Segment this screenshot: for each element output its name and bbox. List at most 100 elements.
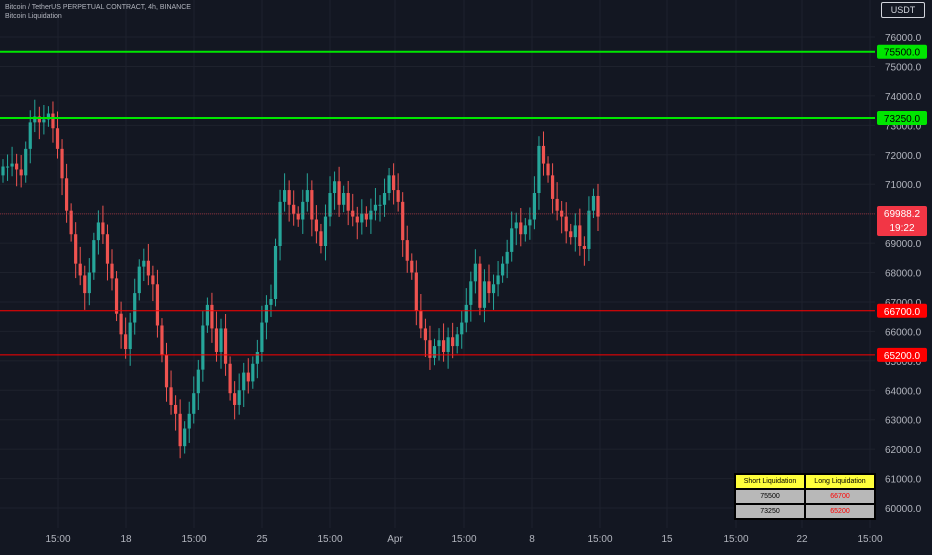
grid <box>0 0 875 528</box>
time-tick-label: 8 <box>529 534 535 545</box>
time-tick-label: 15:00 <box>451 534 476 545</box>
current-price-tag <box>877 205 927 236</box>
candle-body <box>342 193 346 205</box>
time-tick-label: 15:00 <box>857 534 882 545</box>
candle-body <box>101 222 105 235</box>
candle-body <box>591 195 596 211</box>
candle-body <box>124 334 128 350</box>
candle-body <box>337 181 341 205</box>
candle-body <box>128 322 132 350</box>
candle-body <box>532 193 537 220</box>
price-tick-label: 69000.0 <box>885 239 922 250</box>
candle-body <box>233 393 237 405</box>
candle-body <box>405 240 409 261</box>
candle-body <box>37 116 41 123</box>
candle-body <box>164 354 169 388</box>
candle-body <box>74 234 78 264</box>
level-price-tag <box>877 110 927 125</box>
candle-body <box>414 272 418 311</box>
liquidation-table-row: 75500 66700 <box>736 490 874 503</box>
candle-body <box>83 275 87 294</box>
price-tick-label: 67000.0 <box>885 298 922 309</box>
short-liquidation-header: Short Liquidation <box>736 475 804 488</box>
candle-body <box>428 340 432 358</box>
current-price-label: 69988.2 <box>884 209 921 220</box>
candle-body <box>573 225 577 238</box>
time-tick-label: 15:00 <box>723 534 748 545</box>
candle-body <box>155 284 160 326</box>
time-tick-label: Apr <box>387 534 403 545</box>
level-price-tag <box>877 303 927 318</box>
time-axis[interactable]: 15:00 18 15:00 25 15:00 Apr 15:00 8 15:00 15 15:00… <box>45 534 882 545</box>
price-tick-label: 72000.0 <box>885 151 922 162</box>
candle-body <box>482 281 487 308</box>
candle-body <box>42 119 46 123</box>
candle-body <box>178 413 182 447</box>
candle-body <box>378 204 382 206</box>
candle-body <box>560 210 564 217</box>
candle-body <box>196 369 200 394</box>
candle-body <box>569 231 573 238</box>
candle-body <box>410 260 414 273</box>
price-tick-label: 71000.0 <box>885 180 922 191</box>
candle-body <box>455 334 459 347</box>
candle-body <box>1 166 5 176</box>
price-axis[interactable]: 60000.0 61000.0 62000.0 63000.0 64000.0 65000… <box>885 33 922 515</box>
candle-body <box>473 263 477 282</box>
candle-body <box>369 210 373 220</box>
candle-body <box>287 190 291 205</box>
price-tick-label: 61000.0 <box>885 475 922 486</box>
time-tick-label: 15:00 <box>587 534 612 545</box>
candle-body <box>69 210 73 235</box>
candle-body <box>460 322 464 335</box>
indicator-title[interactable]: Bitcoin Liquidation <box>5 13 62 20</box>
candle-body <box>464 304 468 323</box>
candle-body <box>292 204 296 214</box>
candle-body <box>246 372 250 382</box>
price-tick-label: 73000.0 <box>885 121 922 132</box>
candle-body <box>96 222 100 241</box>
candle-body <box>323 216 328 247</box>
candle-body <box>301 201 305 220</box>
candle-body <box>392 175 396 191</box>
level-price-label: 66700.0 <box>884 307 921 318</box>
liquidation-table-row: 73250 65200 <box>736 505 874 518</box>
candle-body <box>360 213 364 223</box>
candle-body <box>173 404 178 414</box>
candle-body <box>151 275 155 285</box>
candle-body <box>550 175 555 199</box>
candle-body <box>192 393 196 414</box>
short-liquidation-value: 75500 <box>736 490 804 503</box>
candle-body <box>582 246 586 249</box>
candle-body <box>5 166 10 168</box>
candle-body <box>587 210 591 249</box>
candle-body <box>505 251 509 264</box>
candle-body <box>496 275 500 285</box>
candle-body <box>373 204 378 211</box>
candle-body <box>160 325 164 355</box>
candle-body <box>364 213 368 220</box>
candle-body <box>278 201 282 247</box>
time-tick-label: 18 <box>120 534 132 545</box>
time-tick-label: 15:00 <box>45 534 70 545</box>
candle-body <box>351 210 355 217</box>
candle-body <box>251 363 255 382</box>
candle-body <box>264 304 269 323</box>
candle-body <box>228 363 232 394</box>
level-price-tag <box>877 347 927 362</box>
candle-body <box>501 263 505 276</box>
candle-body <box>15 163 19 170</box>
candles <box>1 99 600 459</box>
candle-body <box>46 113 51 120</box>
currency-selector[interactable]: USDT <box>881 2 925 18</box>
candle-body <box>541 145 546 164</box>
candle-body <box>578 225 582 247</box>
candle-body <box>523 225 527 235</box>
candle-body <box>514 222 518 229</box>
candle-body <box>223 328 228 364</box>
candle-body <box>432 346 437 358</box>
symbol-title[interactable]: Bitcoin / TetherUS PERPETUAL CONTRACT, 4… <box>5 4 191 11</box>
candle-body <box>283 190 287 202</box>
